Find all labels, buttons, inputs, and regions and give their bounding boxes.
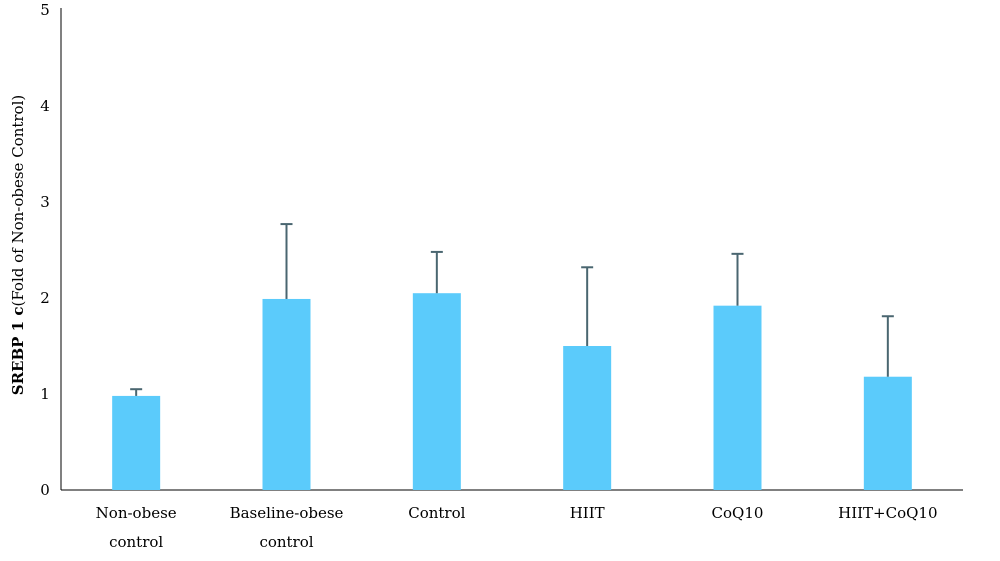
- category-label: control: [259, 533, 313, 551]
- bar: [112, 395, 161, 490]
- category-label: control: [109, 533, 163, 551]
- bar: [713, 305, 762, 490]
- bar: [412, 293, 461, 490]
- error-bars: [130, 223, 894, 396]
- y-tick-label: 2: [40, 289, 50, 307]
- y-axis-label-bold: SREBP 1 c: [9, 307, 27, 396]
- bar: [262, 298, 311, 490]
- category-label: HIIT+CoQ10: [838, 504, 937, 522]
- category-label: CoQ10: [712, 504, 764, 522]
- category-label: Baseline-obese: [230, 504, 344, 522]
- bar: [563, 346, 612, 490]
- category-label: Non-obese: [96, 504, 177, 522]
- bars: [112, 293, 912, 490]
- category-label: HIIT: [570, 504, 605, 522]
- y-tick-label: 3: [40, 193, 50, 211]
- y-axis-label-rest: (Fold of Non-obese Control): [9, 95, 27, 307]
- bar: [863, 376, 912, 490]
- y-tick-labels: 0 1 2 3 4 5: [40, 1, 50, 499]
- category-labels: Non-obese control Baseline-obese control Con…: [96, 504, 938, 551]
- y-tick-label: 4: [40, 97, 50, 115]
- axes: [60, 8, 963, 491]
- y-tick-label: 5: [40, 1, 50, 19]
- y-axis-label: SREBP 1 c(Fold of Non-obese Control): [9, 95, 27, 396]
- category-label: Control: [408, 504, 465, 522]
- y-tick-label: 0: [40, 481, 50, 499]
- y-tick-label: 1: [40, 385, 50, 403]
